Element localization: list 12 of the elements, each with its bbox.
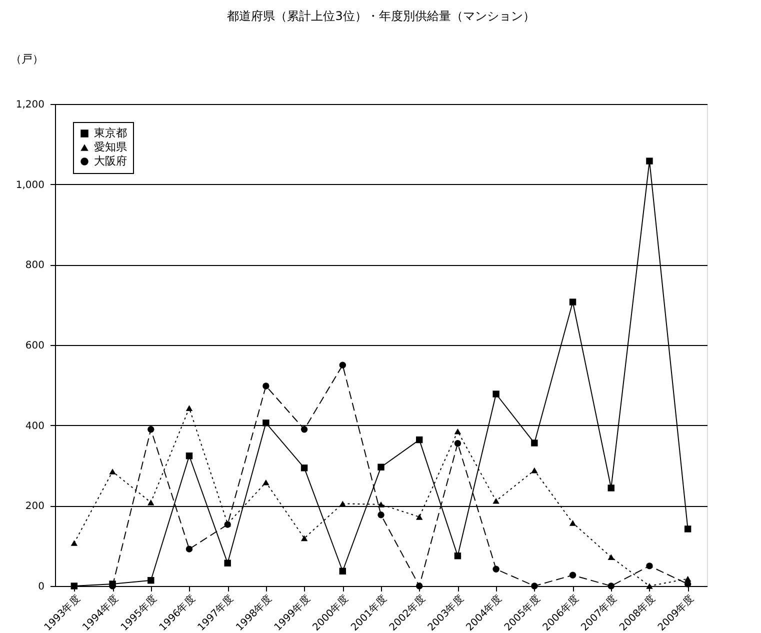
y-tick-label: 400 (25, 420, 44, 432)
y-tick-label: 0 (38, 582, 44, 592)
y-tick-label: 1,200 (16, 100, 44, 110)
legend-label: 愛知県 (94, 140, 127, 154)
legend-label: 大阪府 (94, 154, 127, 168)
chart-title: 都道府県（累計上位3位）・年度別供給量（マンション） (227, 9, 535, 23)
legend-label: 東京都 (94, 126, 127, 140)
y-axis-title: （戸） (10, 52, 44, 66)
y-tick-label: 1,000 (16, 180, 44, 191)
y-tick-label: 200 (25, 501, 44, 512)
y-tick-label: 800 (25, 260, 44, 272)
y-tick-label: 600 (25, 340, 44, 352)
